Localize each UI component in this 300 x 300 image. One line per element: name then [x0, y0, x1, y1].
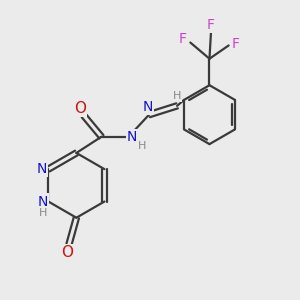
- Text: N: N: [38, 194, 48, 208]
- Text: F: F: [207, 18, 215, 32]
- Text: N: N: [127, 130, 137, 144]
- Text: N: N: [142, 100, 153, 114]
- Text: F: F: [232, 37, 240, 51]
- Text: H: H: [173, 92, 181, 101]
- Text: F: F: [179, 32, 187, 46]
- Text: O: O: [74, 101, 86, 116]
- Text: H: H: [39, 208, 47, 218]
- Text: H: H: [138, 141, 146, 151]
- Text: O: O: [61, 245, 74, 260]
- Text: N: N: [37, 162, 47, 176]
